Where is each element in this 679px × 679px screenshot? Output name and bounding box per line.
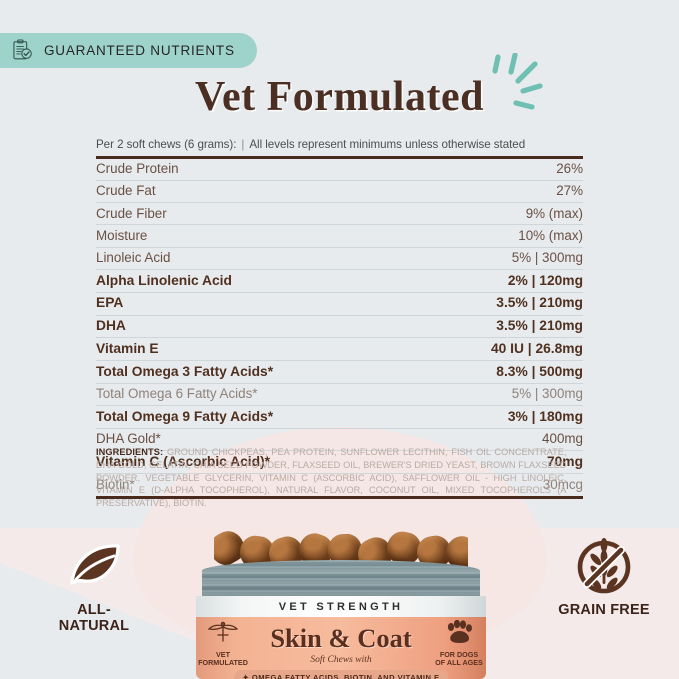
page-title: Vet Formulated <box>195 74 484 120</box>
table-row: Alpha Linolenic Acid 2% | 120mg <box>96 270 583 293</box>
table-row: EPA 3.5% | 210mg <box>96 292 583 316</box>
guaranteed-analysis-panel: Per 2 soft chews (6 grams): | All levels r… <box>96 138 583 499</box>
guaranteed-nutrients-badge: GUARANTEED NUTRIENTS <box>0 33 257 68</box>
nutrient-name: Biotin* <box>96 476 135 492</box>
product-claim-text: ✦ OMEGA FATTY ACIDS, BIOTIN, AND VITAMIN… <box>242 672 440 679</box>
table-row: Total Omega 6 Fatty Acids* 5% | 300mg <box>96 383 583 406</box>
table-row: Crude Fiber 9% (max) <box>96 203 583 225</box>
feature-caption: ALL- NATURAL <box>58 602 130 635</box>
nutrient-name: Vitamin C (Ascorbic Acid)* <box>96 453 271 469</box>
nutrient-name: Crude Protein <box>96 161 179 177</box>
table-row: Vitamin C (Ascorbic Acid)* 70mg <box>96 451 583 474</box>
nutrient-name: Alpha Linolenic Acid <box>96 272 232 288</box>
nutrient-value: 30mcg <box>542 476 583 492</box>
nutrient-value: 9% (max) <box>525 205 583 221</box>
table-row: Crude Protein 26% <box>96 159 583 181</box>
ingredients-block: INGREDIENTS: GROUND CHICKPEAS, PEA PROTE… <box>96 447 566 511</box>
nutrient-name: Crude Fiber <box>96 205 167 221</box>
nutrient-value: 3.5% | 210mg <box>496 318 583 334</box>
nutrient-table: Crude Protein 26% Crude Fat 27% Crude Fiber 9… <box>96 159 583 496</box>
seal-left-caption: VET FORMULATED <box>198 650 248 668</box>
table-row: Vitamin E 40 IU | 26.8mg <box>96 338 583 361</box>
nutrient-value: 2% | 120mg <box>507 272 583 288</box>
nutrient-name: Moisture <box>96 228 148 244</box>
brand-band-text: VET STRENGTH <box>278 600 404 613</box>
nutrient-name: Linoleic Acid <box>96 250 171 266</box>
jar-lid <box>202 560 480 602</box>
table-row: Biotin* 30mcg <box>96 473 583 495</box>
nutrient-value: 8.3% | 500mg <box>496 363 583 379</box>
all-ages-seal: FOR DOGS OF ALL AGES <box>428 619 490 668</box>
table-row: DHA Gold* 400mg <box>96 428 583 451</box>
nutrient-value: 400mg <box>542 431 583 447</box>
nutrient-value: 5% | 300mg <box>511 386 583 402</box>
product-claim-strip: ✦ OMEGA FATTY ACIDS, BIOTIN, AND VITAMIN… <box>234 670 448 679</box>
header-separator: | <box>241 138 245 151</box>
product-name: Skin & Coat <box>270 623 412 653</box>
feature-caption: GRAIN FREE <box>558 602 650 618</box>
leaf-icon <box>28 534 160 596</box>
table-row: DHA 3.5% | 210mg <box>96 315 583 338</box>
nutrient-value: 70mg <box>546 453 583 469</box>
grain-free-icon <box>538 534 670 596</box>
product-jar: VET STRENGTH Skin & Coat Soft Chews with… <box>196 530 486 679</box>
nutrient-name: Total Omega 3 Fatty Acids* <box>96 363 274 379</box>
brand-band: VET STRENGTH <box>196 596 486 617</box>
sparkle-burst-icon <box>492 53 543 110</box>
nutrient-name: DHA <box>96 318 126 334</box>
ingredients-text: GROUND CHICKPEAS, PEA PROTEIN, SUNFLOWER… <box>96 447 567 509</box>
serving-size: Per 2 soft chews (6 grams): <box>96 138 237 151</box>
vet-formulated-seal: VET FORMULATED <box>192 620 254 667</box>
table-row: Crude Fat 27% <box>96 180 583 203</box>
nutrient-value: 10% (max) <box>518 228 583 244</box>
levels-note: All levels represent minimums unless oth… <box>249 138 526 151</box>
nutrient-value: 27% <box>556 183 583 199</box>
feature-all-natural: ALL- NATURAL <box>28 534 160 634</box>
nutrient-name: DHA Gold* <box>96 431 161 447</box>
nutrient-value: 3% | 180mg <box>507 408 583 424</box>
paw-print-icon <box>447 619 472 643</box>
nutrient-name: Crude Fat <box>96 183 156 199</box>
panel-header: Per 2 soft chews (6 grams): | All levels r… <box>96 138 583 156</box>
panel-bottom-rule <box>96 496 583 499</box>
nutrient-name: Total Omega 6 Fatty Acids* <box>96 386 258 402</box>
product-subtitle: Soft Chews with <box>310 655 372 665</box>
table-row: Total Omega 3 Fatty Acids* 8.3% | 500mg <box>96 361 583 384</box>
badge-label: GUARANTEED NUTRIENTS <box>44 43 235 58</box>
clipboard-check-icon <box>13 39 32 60</box>
ingredients-label: INGREDIENTS: <box>96 447 164 458</box>
panel-top-rule <box>96 156 583 159</box>
table-row: Total Omega 9 Fatty Acids* 3% | 180mg <box>96 406 583 429</box>
feature-grain-free: GRAIN FREE <box>538 534 670 618</box>
nutrient-value: 26% <box>556 161 583 177</box>
nutrient-name: EPA <box>96 295 124 311</box>
nutrient-name: Vitamin E <box>96 340 159 356</box>
nutrient-value: 40 IU | 26.8mg <box>490 340 583 356</box>
table-row: Moisture 10% (max) <box>96 225 583 248</box>
jar-label: VET STRENGTH Skin & Coat Soft Chews with… <box>196 596 486 679</box>
nutrient-value: 3.5% | 210mg <box>496 295 583 311</box>
nutrient-value: 5% | 300mg <box>511 250 583 266</box>
seal-right-caption: FOR DOGS OF ALL AGES <box>435 650 483 668</box>
caduceus-icon <box>207 621 239 642</box>
table-row: Linoleic Acid 5% | 300mg <box>96 247 583 270</box>
nutrient-name: Total Omega 9 Fatty Acids* <box>96 408 274 424</box>
